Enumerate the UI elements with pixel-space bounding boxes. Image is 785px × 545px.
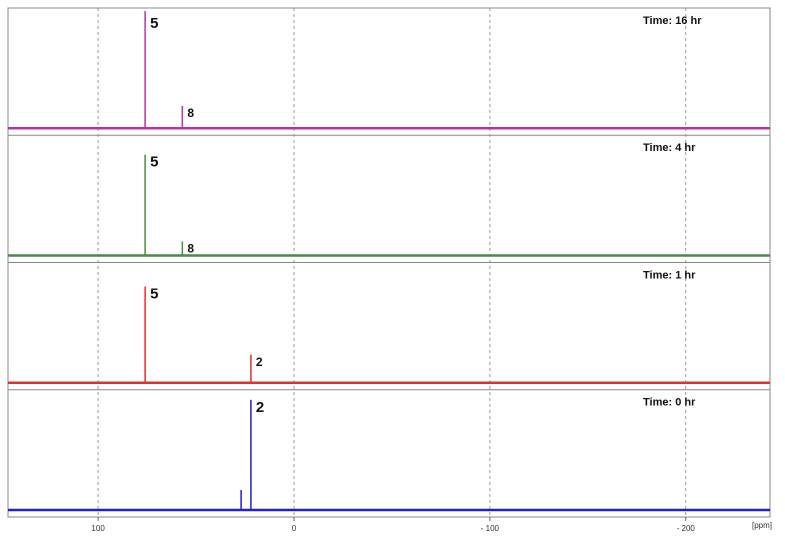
x-axis-label: [ppm] [752,521,772,530]
x-tick-label: - 200 [677,524,696,533]
peak-label: 8 [187,242,194,256]
peak-label: 2 [256,399,264,416]
x-tick-label: 100 [91,524,105,533]
x-tick-label: 0 [292,524,297,533]
peak-label: 5 [150,15,158,32]
panel-title: Time: 4 hr [643,142,696,154]
x-tick-label: - 100 [481,524,500,533]
panel-title: Time: 1 hr [643,269,696,281]
peak-label: 8 [187,106,194,120]
panel-title: Time: 0 hr [643,397,696,409]
peak-label: 2 [256,355,263,369]
panel-title: Time: 16 hr [643,15,702,27]
peak-label: 5 [150,154,158,171]
peak-label: 5 [150,286,158,303]
